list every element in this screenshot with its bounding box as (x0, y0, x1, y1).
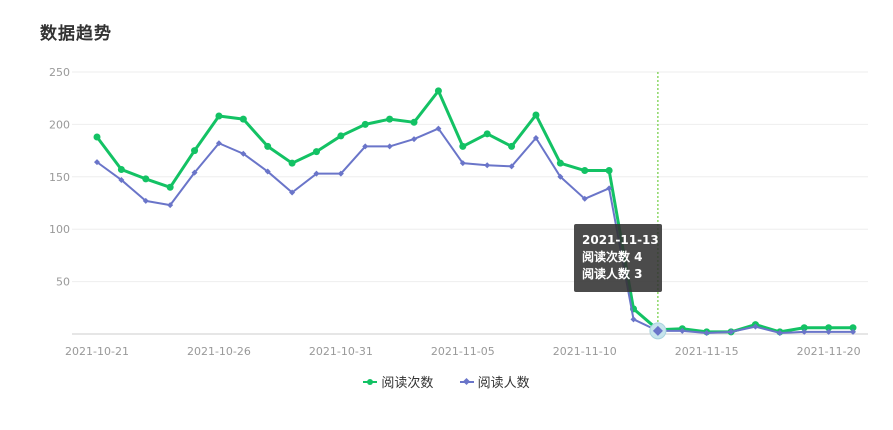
data-point (362, 143, 369, 150)
data-point (386, 115, 394, 123)
data-point (532, 135, 539, 142)
data-point (166, 183, 174, 191)
tooltip-date: 2021-11-13 (582, 233, 659, 247)
data-point (288, 159, 296, 167)
y-tick-label: 50 (56, 276, 70, 289)
tooltip-line-reads: 阅读次数 4 (582, 250, 643, 264)
data-point (264, 142, 272, 150)
x-tick-label: 2021-10-21 (65, 345, 129, 358)
data-point (679, 327, 686, 334)
data-point (312, 148, 320, 156)
data-point (752, 323, 759, 330)
data-point (508, 163, 515, 170)
data-point (581, 167, 589, 175)
data-point (435, 125, 442, 132)
legend-line-dot-icon (363, 377, 378, 387)
x-tick-label: 2021-11-10 (553, 345, 617, 358)
legend-label-readers: 阅读人数 (477, 376, 530, 391)
data-point (167, 202, 174, 209)
data-point (703, 329, 710, 336)
data-point (557, 173, 564, 180)
data-point (459, 142, 467, 150)
data-point (191, 147, 199, 155)
data-point (508, 142, 516, 150)
data-point (411, 136, 418, 143)
legend: 阅读次数 阅读人数 (0, 372, 893, 391)
data-point (240, 150, 247, 157)
data-point (142, 175, 150, 183)
data-point (289, 189, 296, 196)
x-tick-label: 2021-10-26 (187, 345, 251, 358)
page-title: 数据趋势 (40, 24, 112, 44)
data-point (581, 195, 588, 202)
data-point (606, 185, 613, 192)
data-point (825, 328, 832, 335)
data-point (800, 324, 808, 332)
data-point (94, 159, 100, 166)
data-point (630, 316, 637, 323)
x-tick-label: 2021-10-31 (309, 345, 373, 358)
data-point (556, 159, 564, 167)
series-line-2 (96, 127, 853, 334)
data-point (459, 160, 466, 167)
data-point (801, 328, 808, 335)
data-point (728, 328, 735, 335)
legend-label-reads: 阅读次数 (381, 376, 434, 391)
data-point (215, 112, 223, 120)
data-point (264, 168, 271, 175)
data-point (361, 120, 369, 128)
tooltip-line-readers: 阅读人数 3 (582, 267, 643, 281)
data-point (484, 162, 491, 169)
data-point (313, 170, 320, 177)
data-point (850, 328, 856, 335)
data-point (337, 132, 345, 140)
x-tick-label: 2021-11-15 (675, 345, 739, 358)
y-tick-label: 100 (49, 223, 70, 236)
data-point (483, 130, 491, 138)
x-tick-label: 2021-11-05 (431, 345, 495, 358)
data-point (337, 170, 344, 177)
legend-item-readers[interactable]: 阅读人数 (459, 372, 530, 391)
data-point (532, 111, 540, 119)
legend-line-diamond-icon (459, 377, 474, 387)
data-point (386, 143, 393, 150)
series-line-1 (95, 89, 853, 334)
y-tick-label: 200 (49, 118, 70, 131)
data-point (191, 169, 198, 176)
x-tick-label: 2021-11-20 (797, 345, 861, 358)
data-point (118, 176, 125, 183)
data-point (215, 140, 222, 147)
data-point (142, 197, 149, 204)
data-point (239, 115, 247, 123)
data-point (117, 165, 125, 173)
data-point (93, 133, 101, 141)
data-point (825, 324, 833, 332)
highlight-point (652, 325, 663, 336)
y-tick-label: 250 (49, 66, 70, 79)
data-point (849, 324, 857, 332)
legend-item-reads[interactable]: 阅读次数 (363, 372, 433, 391)
data-point (410, 118, 418, 126)
data-point (605, 167, 613, 175)
data-point (434, 87, 442, 95)
y-tick-label: 150 (49, 171, 70, 184)
data-point (776, 329, 783, 336)
tooltip: 2021-11-13 阅读次数 4 阅读人数 3 (574, 224, 662, 292)
